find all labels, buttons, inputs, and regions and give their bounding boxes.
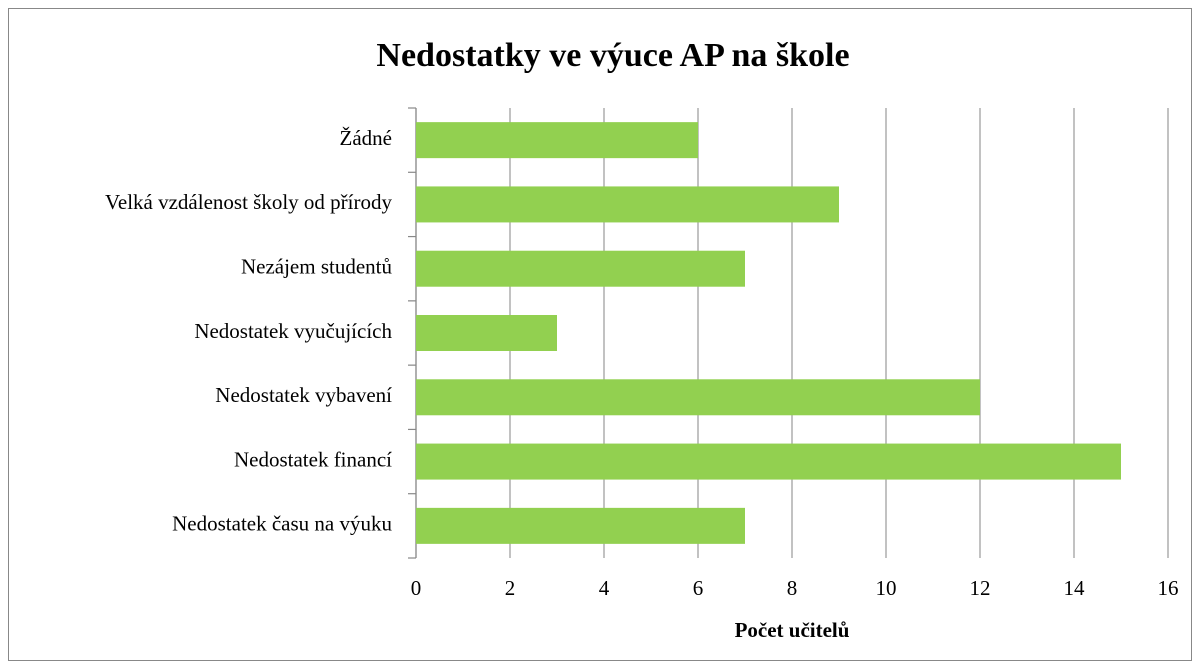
x-tick-label: 14 bbox=[1064, 576, 1086, 600]
bar bbox=[416, 315, 557, 351]
x-tick-label: 6 bbox=[693, 576, 704, 600]
bar bbox=[416, 507, 745, 544]
x-tick-label: 12 bbox=[970, 576, 991, 600]
x-tick-label: 4 bbox=[599, 576, 610, 600]
x-axis-label: Počet učitelů bbox=[735, 618, 850, 642]
x-tick-label: 16 bbox=[1158, 576, 1179, 600]
y-tick-label: Nezájem studentů bbox=[241, 255, 393, 279]
bar bbox=[416, 379, 980, 416]
y-tick-label: Nedostatek vybavení bbox=[215, 383, 392, 407]
y-tick-label: Nedostatek vyučujících bbox=[194, 319, 392, 343]
chart-border bbox=[8, 8, 1192, 661]
bar bbox=[416, 186, 839, 223]
y-tick-label: Nedostatek financí bbox=[234, 447, 392, 471]
bar bbox=[416, 250, 745, 287]
bar bbox=[416, 443, 1121, 480]
y-tick-label: Nedostatek času na výuku bbox=[172, 512, 392, 536]
x-tick-label: 10 bbox=[876, 576, 897, 600]
chart-title: Nedostatky ve výuce AP na škole bbox=[376, 37, 849, 74]
x-tick-label: 0 bbox=[411, 576, 422, 600]
x-tick-label: 2 bbox=[505, 576, 516, 600]
y-tick-label: Velká vzdálenost školy od přírody bbox=[105, 190, 392, 214]
x-tick-label: 8 bbox=[787, 576, 798, 600]
y-tick-label: Žádné bbox=[340, 126, 392, 150]
bar bbox=[416, 122, 698, 159]
